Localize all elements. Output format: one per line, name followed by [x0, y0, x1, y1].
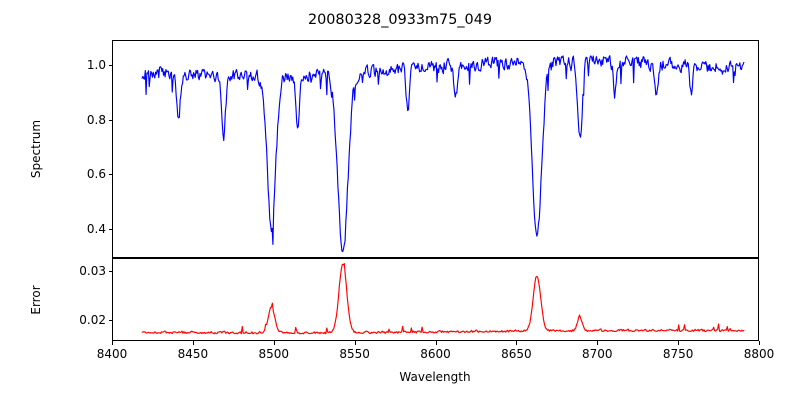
x-tick-label: 8550 — [339, 347, 370, 361]
spectrum-y-tick-label: 1.0 — [86, 57, 106, 72]
spectrum-y-tick-label: 0.4 — [86, 222, 106, 237]
error-y-tick-mark — [108, 320, 112, 322]
spectrum-y-tick-mark — [108, 119, 112, 121]
x-tick-label: 8400 — [96, 347, 128, 361]
x-tick-label: 8500 — [258, 347, 290, 361]
x-tick-mark — [435, 341, 437, 345]
x-tick-mark — [759, 341, 761, 345]
x-tick-mark — [516, 341, 518, 345]
error-y-tick-label: 0.02 — [79, 313, 106, 328]
error-panel — [112, 258, 759, 341]
spectrum-y-tick-mark — [108, 64, 112, 66]
page-title: 20080328_0933m75_049 — [307, 12, 493, 28]
error-y-axis-label: Error — [29, 285, 43, 315]
x-tick-mark — [112, 341, 114, 345]
spectrum-y-tick-mark — [108, 229, 112, 231]
x-tick-mark — [192, 341, 194, 345]
spectrum-panel — [112, 40, 759, 258]
spectrum-y-tick-mark — [108, 174, 112, 176]
error-y-tick-mark — [108, 271, 112, 273]
x-tick-label: 8750 — [662, 347, 694, 361]
x-tick-label: 8800 — [743, 347, 775, 361]
spectrum-y-tick-label: 0.6 — [86, 167, 106, 182]
x-tick-label: 8450 — [177, 347, 209, 361]
error-line-series — [141, 262, 745, 335]
x-axis-label: Wavelength — [399, 370, 471, 384]
x-tick-mark — [273, 341, 275, 345]
x-tick-mark — [354, 341, 356, 345]
spectrum-y-tick-label: 0.8 — [86, 112, 106, 127]
x-tick-label: 8600 — [420, 347, 451, 361]
x-tick-mark — [678, 341, 680, 345]
x-tick-mark — [597, 341, 599, 345]
spectrum-line-series — [141, 55, 745, 253]
x-tick-label: 8700 — [581, 347, 613, 361]
x-tick-label: 8650 — [501, 347, 532, 361]
error-y-tick-label: 0.03 — [79, 264, 106, 279]
spectrum-y-axis-label: Spectrum — [29, 119, 43, 179]
